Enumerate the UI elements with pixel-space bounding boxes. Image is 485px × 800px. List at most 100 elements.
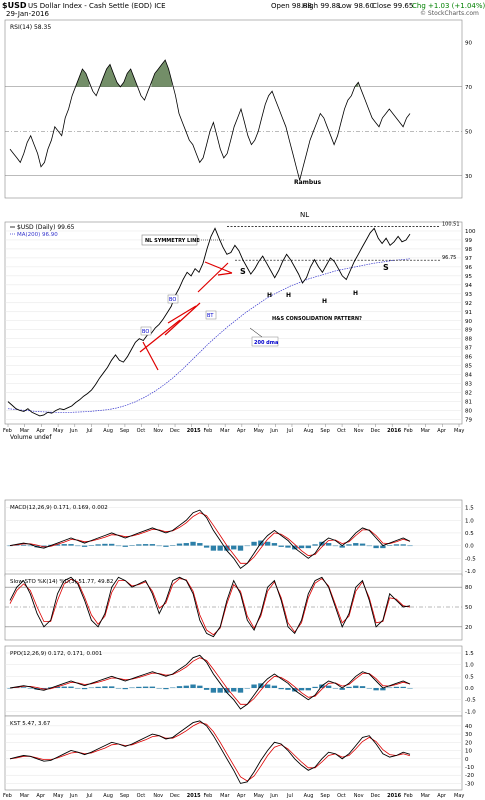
stoch-d-line [9, 578, 411, 636]
price-tick-3: 82 [465, 391, 472, 397]
macd-hist-bar-5 [41, 545, 47, 547]
ppo-hist-bar-38 [264, 684, 271, 688]
bo-box-1 [140, 326, 152, 336]
macd-tick-4: 1.0 [465, 518, 474, 524]
ppo-hist-bar-14 [102, 686, 108, 688]
ppo-hist-bar-28 [197, 685, 203, 688]
macd-hist-bar-44 [305, 545, 311, 549]
price-xtick-18: Aug [304, 428, 314, 434]
ppo-hist-bar-43 [298, 688, 305, 691]
price-xtick-20: Oct [337, 428, 346, 434]
trend-line-3 [164, 302, 201, 336]
macd-hist-bar-27 [190, 541, 196, 546]
ppo-hist-bar-13 [95, 686, 101, 688]
macd-tick-3: 0.5 [465, 531, 474, 537]
ppo-hist-bar-18 [129, 687, 135, 689]
bottom-xtick-5: Jul [86, 793, 93, 799]
rsi-title: RSI(14) 58.35 [10, 24, 51, 31]
rsi-line [9, 59, 411, 181]
price-xtick-7: Sep [120, 428, 129, 434]
macd-hist-bar-40 [278, 545, 284, 547]
macd-hist-bar-10 [75, 545, 81, 547]
price-tick-1: 80 [465, 409, 472, 415]
price-xtick-14: Apr [237, 428, 247, 434]
macd-hist-bar-43 [298, 545, 305, 549]
ppo-hist-bar-20 [142, 686, 149, 688]
price-tick-18: 97 [465, 256, 472, 262]
macd-hist-bar-32 [224, 545, 230, 551]
ppo-hist-bar-33 [231, 688, 237, 692]
bo-label-2: BO [169, 297, 176, 303]
bottom-xtick-20: Oct [337, 793, 346, 799]
macd-hist-bar-58 [400, 544, 406, 546]
bottom-xtick-13: Mar [220, 793, 230, 799]
bottom-xtick-4: Jun [69, 793, 78, 799]
bottom-xtick-24: Feb [404, 793, 413, 799]
ppo-hist-bar-15 [109, 686, 115, 688]
ppo-hist-bar-22 [156, 688, 162, 689]
macd-hist-bar-34 [237, 545, 244, 551]
price-xtick-10: Dec [170, 428, 180, 434]
ppo-hist-bar-21 [149, 686, 156, 688]
bottom-xtick-23: 2016 [387, 793, 401, 799]
nl-label: NL [300, 211, 309, 219]
rsi-overbought-fill [75, 68, 90, 87]
ppo-hist-bar-50 [346, 686, 352, 688]
price-tick-15: 94 [465, 283, 472, 289]
price-tick-0: 79 [465, 418, 472, 424]
kst-title: KST 5.47, 3.67 [10, 721, 51, 727]
h-label-1: H [267, 292, 272, 299]
macd-hist-bar-33 [231, 545, 237, 550]
macd-tick-2: 0.0 [465, 544, 474, 550]
ppo-hist-bar-49 [339, 688, 345, 690]
macd-hist-bar-0 [7, 545, 13, 547]
kst-tick-1: -20 [465, 773, 474, 779]
price-xtick-8: Oct [137, 428, 146, 434]
ppo-hist-bar-54 [373, 688, 379, 691]
macd-hist-bar-21 [149, 544, 156, 546]
macd-hist-bar-31 [217, 545, 223, 551]
rsi-overbought-fill [151, 60, 173, 87]
stoch-k-line [9, 576, 411, 638]
price-tick-19: 98 [465, 247, 472, 253]
ppo-hist-bar-0 [7, 688, 13, 689]
macd-hist-bar-47 [325, 543, 332, 546]
macd-hist-bar-11 [81, 545, 88, 547]
macd-panel [4, 499, 463, 577]
rsi-overbought-fill [99, 64, 138, 87]
price-xtick-2: Apr [36, 428, 46, 434]
macd-hist-bar-29 [203, 545, 210, 548]
rsi-tick-2: 70 [465, 85, 472, 91]
macd-hist-bar-41 [285, 545, 291, 548]
macd-hist-bar-15 [109, 543, 115, 546]
attribution: © StockCharts.com [420, 10, 479, 17]
kst-tick-3: 0 [465, 757, 469, 763]
ppo-hist-bar-55 [380, 688, 386, 691]
ppo-hist-bar-23 [163, 688, 169, 690]
trend-line-5 [197, 262, 229, 293]
macd-hist-bar-16 [115, 545, 122, 547]
ppo-hist-bar-35 [244, 688, 250, 689]
ppo-hist-bar-10 [75, 688, 81, 689]
price-xtick-1: Mar [20, 428, 30, 434]
bottom-xtick-16: Jun [269, 793, 278, 799]
bottom-xtick-2: Apr [36, 793, 46, 799]
s-left-label: S [240, 267, 246, 276]
ppo-hist-bar-30 [210, 688, 217, 693]
ppo-hist-bar-1 [14, 687, 20, 689]
macd-hist-bar-7 [54, 544, 61, 546]
price-tick-6: 85 [465, 364, 472, 370]
kst-tick-5: 20 [465, 740, 472, 746]
header-open: Open 98.88 [271, 2, 312, 10]
trend-line-7 [217, 272, 233, 276]
macd-hist-bar-45 [312, 544, 318, 546]
macd-hist-bar-2 [20, 544, 27, 546]
header-change: Chg +1.03 (+1.04%) [412, 2, 485, 10]
ppo-hist-bar-2 [20, 687, 27, 688]
price-xtick-12: Feb [203, 428, 212, 434]
ppo-hist-bar-52 [359, 686, 366, 688]
price-xtick-3: May [53, 428, 63, 434]
ppo-hist-bar-51 [353, 685, 359, 688]
ppo-tick-5: 1.5 [465, 651, 474, 657]
bt-label: BT [207, 313, 214, 319]
